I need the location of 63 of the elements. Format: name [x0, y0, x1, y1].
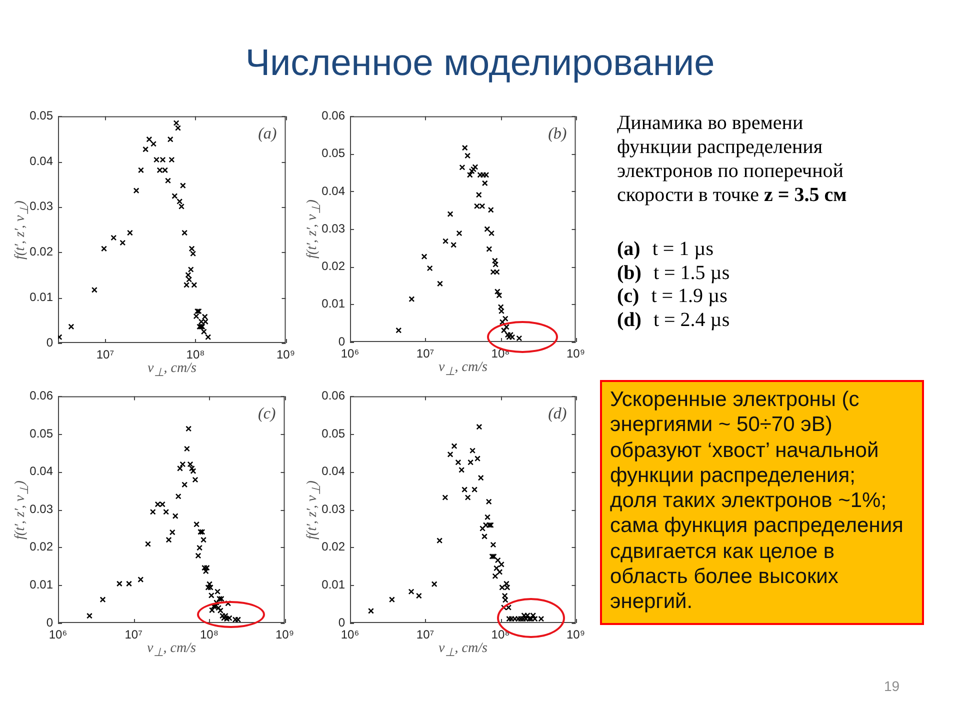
x-tick-label: 10⁸ — [200, 628, 218, 642]
text: (c) — [617, 285, 640, 308]
y-tick-label: 0.01 — [30, 578, 54, 592]
y-tick-label: 0.05 — [322, 146, 346, 160]
text: t = 1 µs — [652, 238, 714, 260]
text: 19 — [884, 678, 900, 694]
text: t = 1.5 µs — [653, 262, 730, 284]
y-tick-label: 0.01 — [30, 290, 54, 304]
x-tick-label: 10⁶ — [340, 346, 360, 361]
text: (d) — [617, 309, 642, 332]
text: t = 2.4 µs — [653, 309, 730, 332]
x-axis-title: v$_{⊥}$, cm/s — [147, 641, 196, 659]
text: (b) — [617, 262, 642, 284]
y-tick-label: 0.03 — [30, 199, 54, 214]
text: (a) — [617, 238, 640, 260]
y-tick-label: 0.04 — [30, 154, 54, 168]
y-tick-label: 0.03 — [30, 502, 54, 516]
y-tick-label: 0.03 — [322, 502, 346, 516]
x-axis-title: v$_{⊥}$, cm/s — [438, 360, 488, 378]
text: z = 3.5 см — [764, 184, 847, 206]
x-tick-label: 10⁹ — [276, 628, 294, 642]
x-tick-label: 10⁷ — [96, 348, 114, 362]
text: t = 1.9 µs — [651, 285, 728, 308]
y-tick-label: 0.04 — [322, 464, 346, 478]
y-tick-label: 0.01 — [322, 578, 346, 592]
x-tick-label: 10⁸ — [186, 348, 205, 362]
y-tick-label: 0.02 — [30, 244, 54, 259]
annotation: (a) — [258, 125, 277, 142]
x-tick-label: 10⁶ — [340, 628, 360, 642]
annotation: (b) — [548, 125, 567, 142]
y-tick-label: 0 — [46, 335, 54, 350]
y-tick-label: 0.04 — [30, 464, 54, 478]
text: сама функция распределения сдвигается как целое в область более высоких энергий. — [610, 513, 904, 615]
x-tick-label: 10⁸ — [491, 628, 510, 642]
y-tick-label: 0 — [338, 334, 346, 348]
x-tick-label: 10⁷ — [416, 346, 434, 361]
x-tick-label: 10⁶ — [48, 628, 68, 642]
text: Ускоренные электроны (с энергиями ~ 50÷70 эВ) образуют ‘хвост’ начальной функции распределения; — [610, 387, 880, 488]
x-tick-label: 10⁹ — [566, 628, 586, 642]
y-tick-label: 0 — [46, 615, 54, 630]
text: доля таких электронов ~1%; — [610, 488, 888, 514]
x-tick-label: 10⁹ — [566, 346, 586, 361]
annotation: (c) — [258, 405, 276, 422]
y-tick-label: 0.05 — [30, 426, 54, 440]
x-tick-label: 10⁹ — [276, 348, 296, 362]
y-tick-label: 0.02 — [30, 540, 54, 554]
y-tick-label: 0 — [338, 615, 346, 630]
y-tick-label: 0.06 — [30, 388, 54, 403]
x-tick-label: 10⁷ — [124, 628, 142, 642]
y-tick-label: 0.05 — [30, 108, 54, 123]
text: Численное моделирование — [244, 41, 716, 85]
y-tick-label: 0.06 — [322, 388, 346, 403]
x-axis-title: v$_{⊥}$, cm/s — [438, 641, 488, 659]
y-tick-label: 0.03 — [322, 221, 346, 236]
y-tick-label: 0.02 — [322, 259, 346, 274]
y-tick-label: 0.05 — [322, 426, 346, 440]
y-tick-label: 0.01 — [322, 296, 346, 311]
y-tick-label: 0.06 — [322, 108, 346, 123]
y-tick-label: 0.02 — [322, 540, 346, 554]
y-tick-label: 0.04 — [322, 184, 346, 198]
annotation: (d) — [548, 405, 567, 422]
x-axis-title: v$_{⊥}$, cm/s — [148, 361, 196, 379]
x-tick-label: 10⁷ — [416, 628, 434, 642]
